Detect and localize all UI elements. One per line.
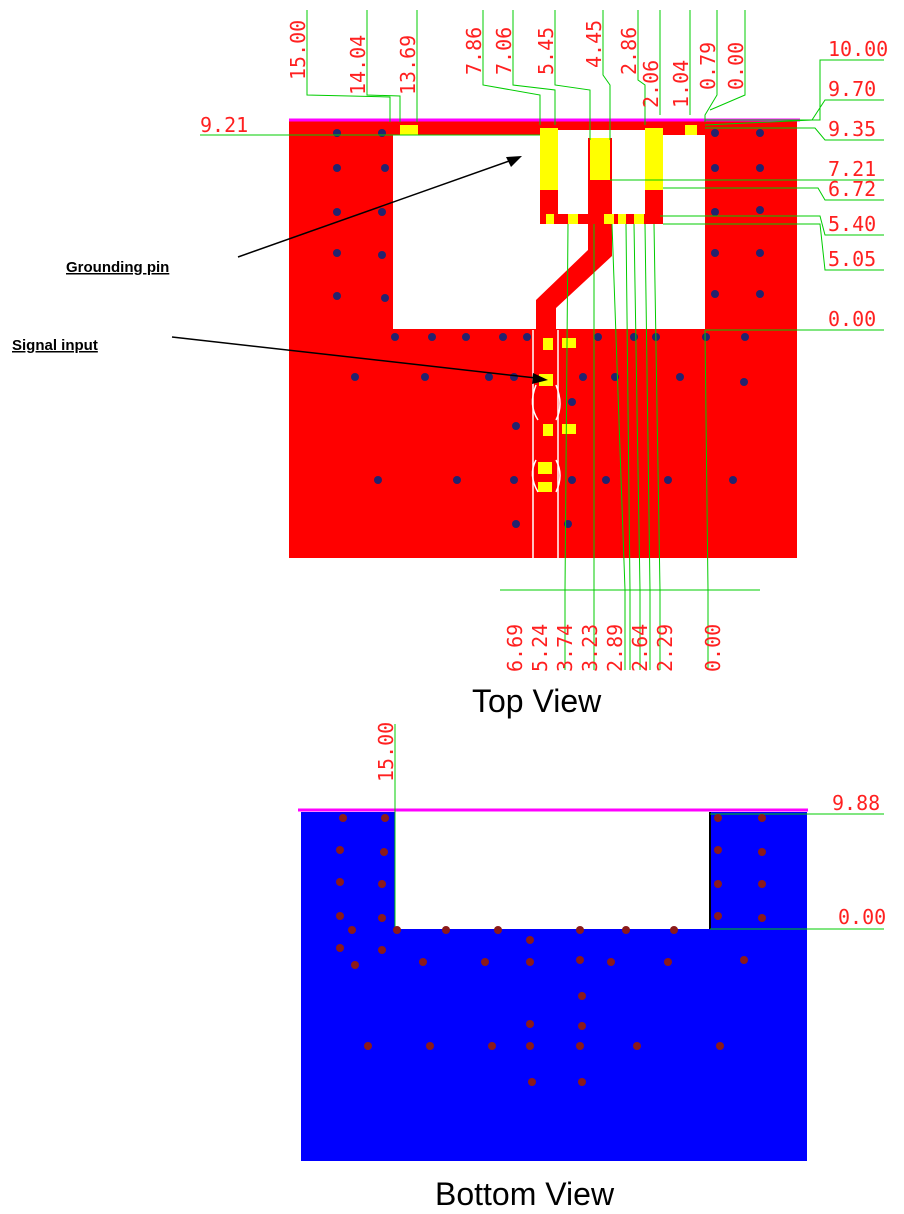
dim-label: 5.24: [528, 624, 552, 672]
dim-label: 5.40: [828, 212, 876, 236]
dim-label: 14.04: [346, 35, 370, 95]
dim-label: 0.00: [701, 624, 725, 672]
callouts: Grounding pin Signal input: [12, 156, 548, 384]
bottom-vias: [336, 814, 766, 1086]
dim-label: 2.06: [639, 60, 663, 108]
top-view: 15.00 14.04 13.69 7.86 7.06 5.45 4.45 2.…: [12, 10, 888, 719]
bottom-cutout: [395, 812, 710, 929]
antenna-trace: [393, 125, 705, 330]
dim-label: 2.86: [617, 27, 641, 75]
dim-label: 15.00: [286, 20, 310, 80]
top-dim-labels-top: 15.00 14.04 13.69 7.86 7.06 5.45 4.45 2.…: [286, 20, 748, 108]
dim-label: 0.00: [724, 42, 748, 90]
dim-label: 2.89: [603, 624, 627, 672]
top-dimension-lines: [200, 10, 884, 670]
dim-label: 6.72: [828, 177, 876, 201]
dim-label: 1.04: [669, 60, 693, 108]
dim-label: 9.35: [828, 117, 876, 141]
dim-label: 3.74: [553, 624, 577, 672]
top-dim-labels-bottom: 6.69 5.24 3.74 3.23 2.89 2.64 2.29 0.00: [503, 624, 725, 672]
top-view-caption: Top View: [472, 683, 602, 719]
dim-label: 5.45: [534, 27, 558, 75]
dim-label: 2.29: [653, 624, 677, 672]
dim-label: 7.86: [462, 27, 486, 75]
dim-label: 0.00: [828, 307, 876, 331]
dim-label: 4.45: [582, 20, 606, 68]
dim-label: 7.06: [492, 27, 516, 75]
dim-label: 2.64: [628, 624, 652, 672]
dim-label: 10.00: [828, 37, 888, 61]
bottom-view-caption: Bottom View: [435, 1176, 615, 1212]
dim-label: 13.69: [396, 35, 420, 95]
feed-line: [531, 330, 576, 558]
dim-label: 0.00: [838, 905, 886, 929]
dim-label: 9.88: [832, 791, 880, 815]
top-dim-labels-right: 10.00 9.70 9.35 7.21 6.72 5.40 5.05 0.00: [828, 37, 888, 331]
dim-label: 0.79: [696, 42, 720, 90]
arrow-head-icon: [532, 373, 548, 384]
callout-grounding-pin: Grounding pin: [66, 259, 169, 276]
arrow-head-icon: [506, 156, 522, 167]
dim-label: 15.00: [374, 722, 398, 782]
bottom-dimension-lines: [394, 724, 884, 930]
dim-label: 9.70: [828, 77, 876, 101]
dim-label: 6.69: [503, 624, 527, 672]
bottom-view: 15.00 9.88 0.00 Bottom View: [298, 722, 886, 1212]
callout-signal-input: Signal input: [12, 337, 98, 354]
dim-label-left: 9.21: [200, 113, 248, 137]
top-vias: [333, 129, 764, 528]
dim-label: 7.21: [828, 157, 876, 181]
dim-label: 5.05: [828, 247, 876, 271]
dim-label: 3.23: [578, 624, 602, 672]
